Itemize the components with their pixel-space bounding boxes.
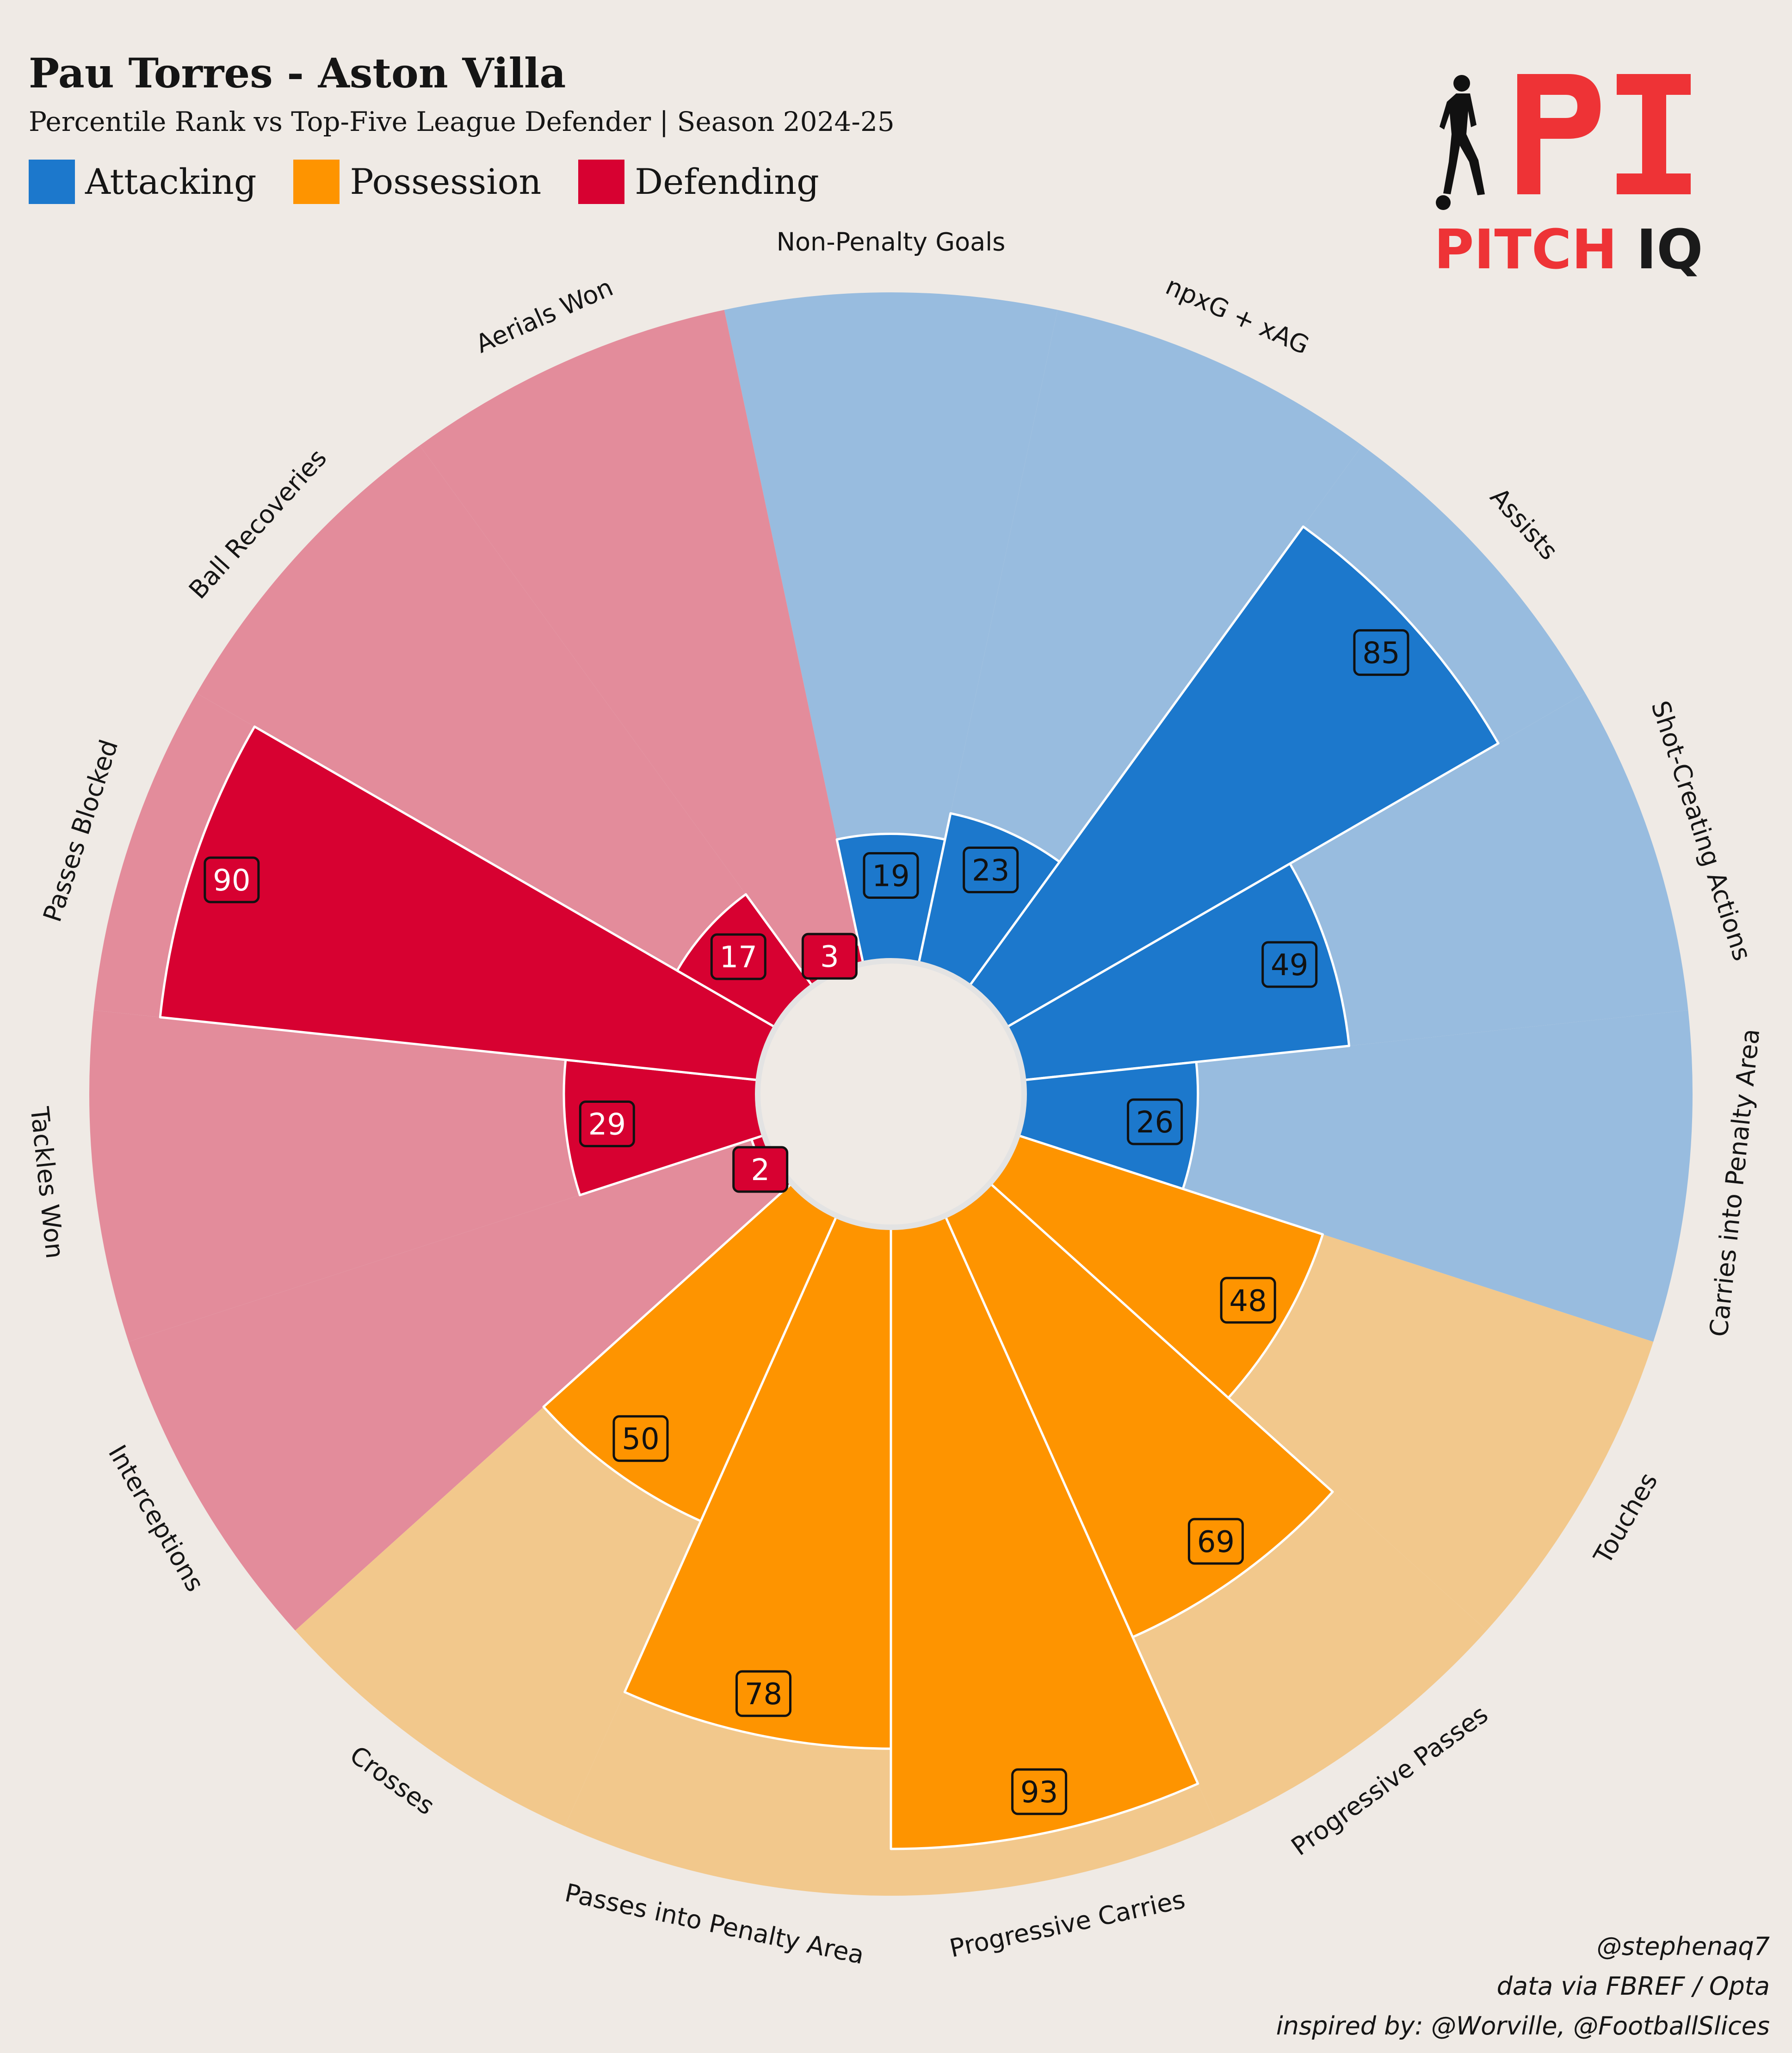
value-label-passes-blocked: 90 (204, 856, 260, 903)
category-label-non-penalty-goals: Non-Penalty Goals (777, 228, 1006, 257)
value-label-text: 85 (1362, 637, 1400, 671)
category-label-crosses: Crosses (345, 1740, 440, 1821)
value-label-text: 2 (751, 1153, 770, 1187)
chart-value-labels: 19 23 85 49 26 48 69 93 78 50 2 29 90 17 3 (204, 629, 1409, 1815)
value-label-box (1187, 1518, 1244, 1565)
value-label-box (732, 1146, 789, 1193)
value-label-shot-creating-actions: 49 (1261, 941, 1318, 988)
value-label-box (1011, 1768, 1068, 1815)
background-sector-non-penalty-goals (724, 292, 1058, 964)
legend-label-possession: Possession (350, 161, 542, 203)
value-label-box (863, 852, 919, 899)
category-label-carries-into-penalty-area: Carries into Penalty Area (1704, 1027, 1766, 1338)
legend-item-attacking: Attacking (29, 159, 257, 204)
category-label-progressive-carries: Progressive Carries (947, 1885, 1187, 1963)
page-subtitle: Percentile Rank vs Top-Five League Defen… (29, 105, 895, 137)
legend: Attacking Possession Defending (29, 159, 895, 204)
category-label-assists: Assists (1484, 482, 1563, 565)
value-label-npxg-xag: 23 (963, 847, 1019, 894)
credit-inspiration: inspired by: @Worville, @FootballSlices (1276, 2011, 1770, 2041)
value-label-non-penalty-goals: 19 (863, 852, 919, 899)
value-label-box (1353, 629, 1409, 676)
background-sector-aerials-won (420, 309, 864, 987)
value-label-text: 29 (588, 1107, 626, 1142)
value-label-interceptions: 2 (732, 1146, 789, 1193)
background-sector-interceptions (128, 1135, 792, 1631)
value-label-touches: 48 (1220, 1277, 1276, 1324)
header: Pau Torres - Aston Villa Percentile Rank… (29, 51, 895, 204)
legend-swatch-possession (293, 159, 340, 204)
background-sector-ball-recoveries (197, 445, 813, 1027)
category-label-passes-blocked: Passes Blocked (37, 736, 124, 925)
category-label-npxg-xag: npxG + xAG (1162, 271, 1314, 360)
value-label-text: 49 (1271, 948, 1308, 983)
value-label-text: 78 (745, 1677, 782, 1712)
background-sector-npxg-xag (918, 309, 1362, 987)
value-label-text: 48 (1229, 1284, 1267, 1318)
footballer-silhouette-icon (1436, 74, 1691, 210)
value-label-tackles-won: 29 (579, 1100, 635, 1147)
legend-label-attacking: Attacking (85, 161, 257, 203)
page-title: Pau Torres - Aston Villa (29, 49, 566, 97)
category-label-touches: Touches (1588, 1468, 1663, 1570)
logo-wordmark: PITCH IQ (1434, 217, 1703, 281)
value-label-progressive-passes: 69 (1187, 1518, 1244, 1565)
value-label-box (735, 1670, 791, 1717)
value-label-text: 23 (972, 854, 1009, 888)
credit-author: @stephenaq7 (1596, 1932, 1770, 1961)
value-label-text: 19 (872, 859, 909, 893)
category-label-aerials-won: Aerials Won (471, 272, 618, 359)
legend-item-defending: Defending (578, 159, 819, 204)
value-label-carries-into-penalty-area: 26 (1127, 1098, 1183, 1145)
value-label-box (612, 1415, 669, 1462)
value-label-text: 3 (820, 940, 839, 974)
value-label-box (710, 933, 766, 980)
value-label-aerials-won: 3 (801, 933, 858, 980)
value-label-text: 26 (1136, 1106, 1174, 1140)
legend-swatch-defending (578, 159, 625, 204)
credits: @stephenaq7 data via FBREF / Opta inspir… (1276, 1927, 1770, 2046)
value-label-ball-recoveries: 17 (710, 933, 766, 980)
value-label-crosses: 50 (612, 1415, 669, 1462)
value-label-passes-into-penalty-area: 78 (735, 1670, 791, 1717)
legend-item-possession: Possession (293, 159, 542, 204)
chart-center-circle (755, 958, 1027, 1230)
value-label-progressive-carries: 93 (1011, 1768, 1068, 1815)
value-label-text: 69 (1197, 1525, 1235, 1559)
value-label-box (204, 856, 260, 903)
logo-word-pitch: PITCH (1434, 217, 1618, 281)
pitch-iq-logo: PITCH IQ (1434, 69, 1703, 281)
value-label-box (579, 1100, 635, 1147)
credit-data-source: data via FBREF / Opta (1496, 1972, 1770, 2001)
value-label-text: 17 (720, 940, 757, 975)
legend-swatch-attacking (29, 159, 75, 204)
value-label-box (963, 847, 1019, 894)
logo-word-iq: IQ (1636, 217, 1703, 281)
value-label-box (1127, 1098, 1183, 1145)
value-label-text: 90 (213, 864, 250, 898)
value-label-box (1261, 941, 1318, 988)
value-label-box (1220, 1277, 1276, 1324)
category-label-tackles-won: Tackles Won (25, 1105, 69, 1260)
legend-label-defending: Defending (635, 161, 819, 203)
value-label-text: 50 (622, 1422, 659, 1457)
value-label-text: 93 (1020, 1775, 1058, 1810)
value-label-assists: 85 (1353, 629, 1409, 676)
value-label-box (801, 933, 858, 980)
